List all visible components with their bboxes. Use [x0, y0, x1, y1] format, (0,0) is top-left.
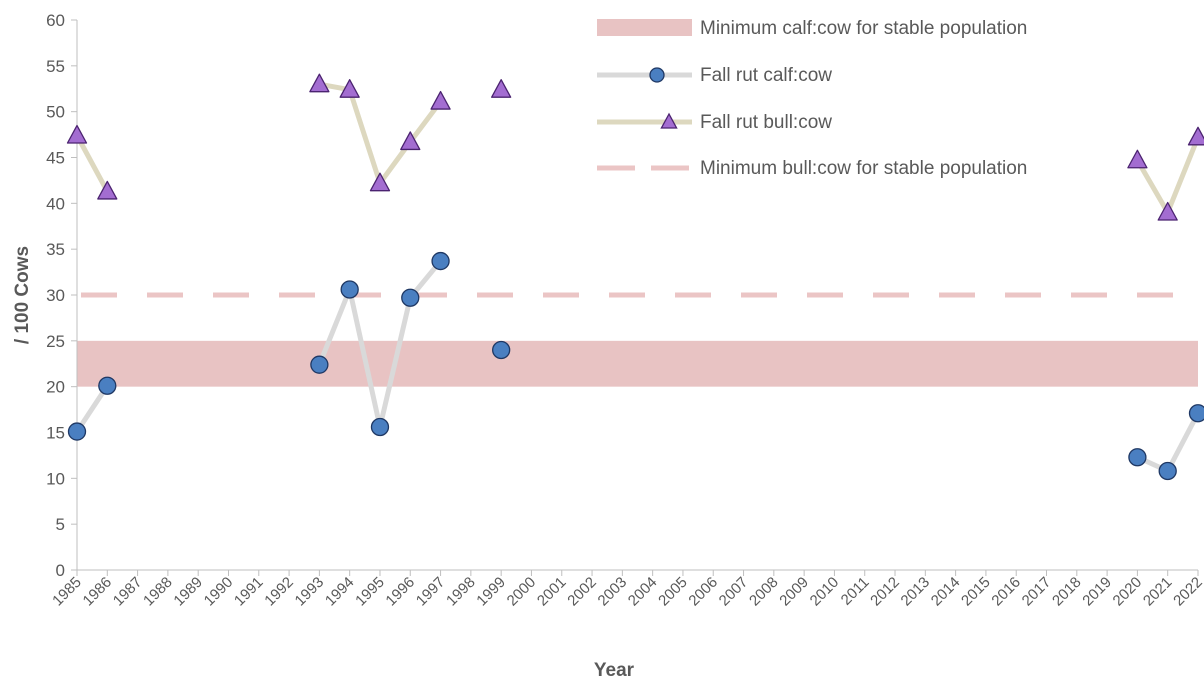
x-tick-label: 2004 [625, 574, 661, 610]
calf-cow-point [340, 280, 359, 299]
calf-cow-point [98, 376, 117, 395]
calf-cow-point [492, 340, 511, 360]
x-tick-label: 2009 [776, 574, 812, 610]
calf-cow-point [67, 422, 87, 441]
x-tick-label: 2022 [1170, 574, 1204, 610]
legend-calf-cow-label: Fall rut calf:cow [700, 65, 832, 86]
bull-cow-point [400, 131, 421, 151]
series-lines [74, 81, 1201, 474]
legend-band-label: Minimum calf:cow for stable population [700, 18, 1027, 39]
bull-cow-line [316, 81, 444, 186]
calf-cow-point [401, 288, 420, 307]
x-tick-label: 2006 [685, 574, 721, 610]
x-tick-label: 1987 [110, 574, 146, 610]
x-tick-label: 2020 [1110, 574, 1146, 610]
y-tick-label: 35 [46, 240, 65, 259]
x-tick-label: 2002 [564, 574, 600, 610]
legend-dashed-label: Minimum bull:cow for stable population [700, 158, 1027, 179]
y-axis-title: / 100 Cows [12, 246, 33, 344]
x-tick-label: 2016 [988, 574, 1024, 610]
calf-cow-point [431, 251, 450, 271]
legend-band-swatch [597, 19, 692, 36]
x-tick-label: 2010 [807, 574, 843, 610]
bull-cow-line [1134, 134, 1201, 215]
x-tick-label: 2017 [1019, 574, 1055, 610]
x-tick-label: 2007 [716, 574, 752, 610]
x-tick-label: 1989 [170, 574, 206, 610]
x-tick-label: 1999 [473, 574, 509, 610]
x-tick-label: 1998 [443, 574, 479, 610]
bull-cow-point [309, 73, 330, 93]
y-tick-label: 10 [46, 469, 65, 488]
bull-cow-point [491, 79, 512, 98]
x-tick-label: 1997 [413, 574, 449, 610]
calf-cow-line [74, 383, 110, 435]
x-tick-label: 1986 [80, 574, 116, 610]
bull-cow-point [339, 79, 360, 98]
y-tick-label: 40 [46, 194, 65, 213]
legend-bull-cow-label: Fall rut bull:cow [700, 112, 832, 133]
y-tick-label: 50 [46, 103, 65, 122]
bull-cow-point [1187, 126, 1204, 146]
x-tick-label: 1993 [292, 574, 328, 610]
x-tick-label: 2019 [1079, 574, 1115, 610]
y-tick-label: 0 [56, 561, 65, 580]
y-tick-label: 30 [46, 286, 65, 305]
x-tick-label: 1992 [261, 574, 297, 610]
y-tick-label: 20 [46, 378, 65, 397]
y-tick-label: 5 [56, 515, 65, 534]
calf-cow-point [1158, 461, 1177, 481]
bull-cow-point [430, 90, 451, 110]
calf-cow-point [310, 355, 329, 374]
series-markers [66, 73, 1204, 481]
bull-cow-point [1157, 201, 1178, 221]
x-tick-label: 1995 [352, 574, 388, 610]
calf-cow-point [1188, 404, 1204, 423]
x-tick-label: 2011 [838, 574, 873, 609]
x-tick-label: 1994 [322, 574, 358, 610]
x-tick-label: 1988 [140, 574, 176, 610]
bull-cow-point [369, 172, 391, 192]
x-tick-label: 2013 [898, 574, 934, 610]
x-tick-label: 2014 [928, 574, 964, 610]
y-tick-label: 55 [46, 57, 65, 76]
y-tick-label: 15 [46, 424, 65, 443]
x-tick-label: 2015 [958, 574, 994, 610]
bull-cow-line [74, 133, 110, 194]
x-axis-title: Year [594, 660, 635, 681]
x-tick-label: 2005 [655, 574, 691, 610]
x-tick-label: 2021 [1140, 574, 1176, 610]
y-tick-label: 45 [46, 149, 65, 168]
y-tick-label: 25 [46, 332, 65, 351]
legend-calf-cow-marker [649, 67, 665, 83]
bull-cow-point [97, 180, 118, 200]
x-tick-label: 2018 [1049, 574, 1085, 610]
x-tick-label: 2012 [867, 574, 903, 610]
y-tick-label: 60 [46, 11, 65, 30]
axes: 0510152025303540455055601985198619871988… [46, 11, 1204, 609]
threshold-band-rect [77, 340, 1198, 387]
calf-cow-point [1128, 448, 1147, 467]
legend: Minimum calf:cow for stable population Fa… [597, 18, 1027, 179]
x-tick-label: 2008 [746, 574, 782, 610]
x-tick-label: 1990 [201, 574, 237, 610]
legend-bull-cow-marker [660, 112, 678, 129]
x-tick-label: 1996 [382, 574, 418, 610]
calf-cow-point [370, 417, 390, 437]
x-tick-label: 2001 [534, 574, 570, 610]
x-tick-label: 2000 [504, 574, 540, 610]
bull-cow-point [1127, 149, 1148, 169]
x-tick-label: 1991 [231, 574, 267, 610]
bull-cow-point [66, 124, 88, 144]
calf-cow-threshold-band [77, 340, 1198, 387]
x-tick-label: 2003 [595, 574, 631, 610]
